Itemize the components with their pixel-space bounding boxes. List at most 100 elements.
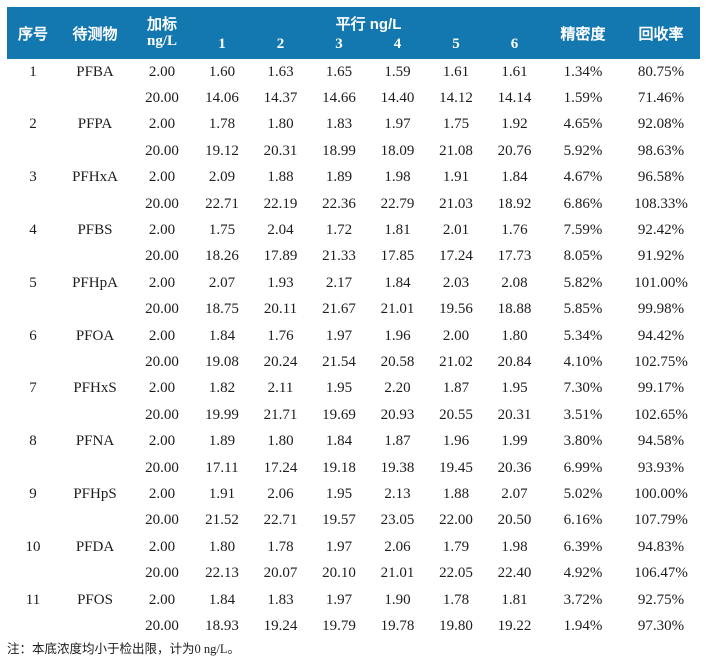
table-row: 5 PFHpA 2.00 2.07 1.93 2.17 1.84 2.03 2.08 5.82% 1… — [7, 270, 701, 297]
cell-rep-6: 18.92 — [485, 190, 545, 218]
cell-rep-5: 17.24 — [427, 243, 485, 271]
cell-rep-1: 1.60 — [193, 59, 251, 86]
cell-rep-2: 1.80 — [251, 111, 310, 139]
cell-no — [7, 296, 59, 323]
cell-no — [7, 454, 59, 482]
cell-rep-4: 1.90 — [368, 586, 427, 614]
cell-rep-4: 19.38 — [368, 454, 427, 482]
table-row: 6 PFOA 2.00 1.84 1.76 1.97 1.96 2.00 1.80 5.34% 94… — [7, 322, 701, 350]
table-row: 10 PFDA 2.00 1.80 1.78 1.97 2.06 1.79 1.98 6.39% 9… — [7, 534, 701, 561]
cell-precision: 4.92% — [544, 560, 623, 587]
cell-precision: 5.82% — [544, 270, 623, 297]
cell-spike: 20.00 — [131, 507, 193, 535]
header-row-top: 序号 待测物 加标 ng/L 平行 ng/L 精密度 回收率 — [7, 7, 701, 59]
cell-analyte — [59, 296, 131, 323]
header-spike-line2: ng/L — [146, 33, 177, 49]
recovery-precision-table: 序号 待测物 加标 ng/L 平行 ng/L 精密度 回收率 1 2 3 4 5 — [7, 7, 701, 640]
cell-rep-3: 18.99 — [310, 138, 368, 165]
cell-rep-1: 19.08 — [193, 349, 251, 376]
header-replicate-4: 4 — [368, 35, 427, 59]
cell-rep-2: 20.11 — [251, 296, 310, 323]
cell-rep-6: 1.99 — [485, 428, 545, 455]
cell-recovery: 101.00% — [622, 270, 701, 297]
table-row: 20.00 18.75 20.11 21.67 21.01 19.56 18.88 5.85%… — [7, 296, 701, 323]
cell-rep-1: 1.80 — [193, 534, 251, 561]
cell-rep-4: 1.98 — [368, 164, 427, 191]
table-row: 1 PFBA 2.00 1.60 1.63 1.65 1.59 1.61 1.61 1.34% 80… — [7, 59, 701, 86]
cell-analyte — [59, 507, 131, 535]
table-row: 2 PFPA 2.00 1.78 1.80 1.83 1.97 1.75 1.92 4.65% 92… — [7, 111, 701, 139]
table-row: 20.00 22.13 20.07 20.10 21.01 22.05 22.40 4.92%… — [7, 560, 701, 587]
cell-rep-5: 21.02 — [427, 349, 485, 376]
cell-rep-5: 2.01 — [427, 217, 485, 244]
header-recovery: 回收率 — [622, 7, 701, 59]
cell-precision: 1.34% — [544, 59, 623, 86]
cell-rep-5: 1.78 — [427, 586, 485, 614]
cell-rep-6: 1.61 — [485, 59, 545, 86]
cell-spike: 20.00 — [131, 454, 193, 482]
cell-no: 2 — [7, 111, 59, 139]
table-row: 20.00 19.12 20.31 18.99 18.09 21.08 20.76 5.92%… — [7, 138, 701, 165]
cell-rep-4: 21.01 — [368, 296, 427, 323]
table-row: 9 PFHpS 2.00 1.91 2.06 1.95 2.13 1.88 2.07 5.02% 1… — [7, 481, 701, 508]
cell-recovery: 106.47% — [622, 560, 701, 587]
cell-rep-1: 18.93 — [193, 613, 251, 640]
table-row: 20.00 21.52 22.71 19.57 23.05 22.00 20.50 6.16%… — [7, 507, 701, 535]
cell-precision: 7.59% — [544, 217, 623, 244]
cell-rep-5: 21.03 — [427, 190, 485, 218]
cell-rep-2: 1.63 — [251, 59, 310, 86]
cell-analyte — [59, 349, 131, 376]
cell-precision: 4.10% — [544, 349, 623, 376]
cell-analyte — [59, 560, 131, 587]
cell-no: 8 — [7, 428, 59, 455]
cell-recovery: 102.65% — [622, 402, 701, 429]
cell-rep-4: 19.78 — [368, 613, 427, 640]
cell-rep-3: 1.95 — [310, 375, 368, 403]
cell-rep-5: 1.91 — [427, 164, 485, 191]
cell-precision: 5.92% — [544, 138, 623, 165]
cell-rep-2: 20.31 — [251, 138, 310, 165]
header-replicate-3: 3 — [310, 35, 368, 59]
cell-analyte: PFDA — [59, 534, 131, 561]
cell-spike: 20.00 — [131, 613, 193, 640]
cell-rep-3: 1.84 — [310, 428, 368, 455]
cell-rep-1: 1.84 — [193, 322, 251, 350]
header-replicate-1: 1 — [193, 35, 251, 59]
cell-rep-2: 17.89 — [251, 243, 310, 271]
cell-recovery: 99.17% — [622, 375, 701, 403]
cell-rep-3: 21.54 — [310, 349, 368, 376]
cell-rep-5: 22.05 — [427, 560, 485, 587]
cell-rep-1: 21.52 — [193, 507, 251, 535]
cell-recovery: 96.58% — [622, 164, 701, 191]
cell-spike: 2.00 — [131, 586, 193, 614]
cell-rep-5: 14.12 — [427, 85, 485, 112]
cell-recovery: 93.93% — [622, 454, 701, 482]
table-row: 20.00 18.26 17.89 21.33 17.85 17.24 17.73 8.05%… — [7, 243, 701, 271]
cell-rep-2: 19.24 — [251, 613, 310, 640]
cell-rep-6: 20.84 — [485, 349, 545, 376]
cell-rep-6: 19.22 — [485, 613, 545, 640]
cell-rep-6: 1.76 — [485, 217, 545, 244]
cell-spike: 20.00 — [131, 560, 193, 587]
cell-analyte — [59, 402, 131, 429]
cell-recovery: 99.98% — [622, 296, 701, 323]
cell-rep-1: 22.13 — [193, 560, 251, 587]
cell-rep-4: 1.59 — [368, 59, 427, 86]
cell-rep-5: 1.96 — [427, 428, 485, 455]
cell-analyte — [59, 190, 131, 218]
cell-no — [7, 190, 59, 218]
cell-precision: 7.30% — [544, 375, 623, 403]
cell-rep-4: 1.81 — [368, 217, 427, 244]
header-row-replicates: 1 2 3 4 5 6 — [7, 35, 700, 59]
cell-rep-1: 1.78 — [193, 111, 251, 139]
cell-recovery: 94.58% — [622, 428, 701, 455]
cell-rep-2: 1.88 — [251, 164, 310, 191]
cell-rep-2: 2.04 — [251, 217, 310, 244]
cell-no: 9 — [7, 481, 59, 508]
cell-precision: 3.72% — [544, 586, 623, 614]
table-body: 1 PFBA 2.00 1.60 1.63 1.65 1.59 1.61 1.61 1.34% 80… — [7, 59, 701, 640]
cell-analyte: PFBS — [59, 217, 131, 244]
cell-recovery: 92.42% — [622, 217, 701, 244]
cell-rep-6: 20.76 — [485, 138, 545, 165]
cell-rep-2: 21.71 — [251, 402, 310, 429]
